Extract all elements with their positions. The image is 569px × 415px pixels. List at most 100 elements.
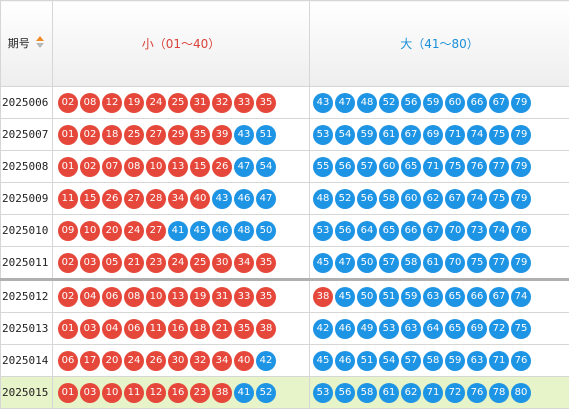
table-row: 2025009 11 15 26 27 28 34 40 43 46 47 48 52 56 58 60 62 6… (0, 182, 569, 215)
big-number-ball: 61 (379, 382, 399, 403)
big-number-ball: 56 (401, 92, 421, 113)
small-numbers-cell: 06 17 20 24 26 30 32 34 40 42 (52, 344, 310, 377)
period-cell: 2025010 (0, 214, 53, 247)
big-number-ball: 43 (234, 124, 254, 145)
big-number-ball: 75 (511, 318, 531, 339)
period-cell: 2025006 (0, 86, 53, 119)
big-number-ball: 64 (423, 318, 443, 339)
small-numbers-cell: 01 03 04 06 11 16 18 21 35 38 (52, 312, 310, 345)
small-number-ball: 35 (256, 286, 276, 307)
small-number-ball: 32 (190, 350, 210, 371)
big-number-ball: 54 (379, 350, 399, 371)
table-row: 2025012 02 04 06 08 10 13 19 31 33 35 38 45 50 51 59 63 6… (0, 278, 569, 313)
table-row: 2025007 01 02 18 25 27 29 35 39 43 51 53 54 59 61 67 69 7… (0, 118, 569, 151)
small-number-ball: 07 (102, 156, 122, 177)
big-numbers-cell: 53 56 64 65 66 67 70 73 74 76 (309, 214, 569, 247)
big-number-ball: 63 (467, 350, 487, 371)
small-number-ball: 29 (168, 124, 188, 145)
small-number-ball: 10 (146, 286, 166, 307)
small-number-ball: 02 (58, 92, 78, 113)
big-number-ball: 71 (423, 156, 443, 177)
big-number-ball: 66 (401, 220, 421, 241)
big-number-ball: 71 (423, 382, 443, 403)
small-number-ball: 12 (102, 92, 122, 113)
small-number-ball: 04 (80, 286, 100, 307)
big-number-ball: 45 (335, 286, 355, 307)
big-number-ball: 42 (313, 318, 333, 339)
big-number-ball: 51 (357, 350, 377, 371)
small-numbers-cell: 01 02 07 08 10 13 15 26 47 54 (52, 150, 310, 183)
big-number-ball: 67 (489, 92, 509, 113)
big-number-ball: 41 (168, 220, 188, 241)
big-number-ball: 79 (511, 156, 531, 177)
small-number-ball: 30 (168, 350, 188, 371)
big-number-ball: 67 (423, 220, 443, 241)
small-number-ball: 39 (212, 124, 232, 145)
big-number-ball: 58 (379, 188, 399, 209)
big-number-ball: 71 (445, 124, 465, 145)
big-number-ball: 54 (256, 156, 276, 177)
big-number-ball: 66 (467, 92, 487, 113)
big-number-ball: 53 (379, 318, 399, 339)
small-numbers-cell: 01 03 10 11 12 16 23 38 41 52 (52, 376, 310, 409)
small-number-ball: 40 (190, 188, 210, 209)
small-number-ball: 17 (80, 350, 100, 371)
small-number-ball: 01 (58, 124, 78, 145)
big-number-ball: 75 (489, 124, 509, 145)
small-number-ball: 38 (256, 318, 276, 339)
small-number-ball: 03 (80, 318, 100, 339)
small-number-ball: 35 (256, 252, 276, 273)
big-number-ball: 77 (489, 252, 509, 273)
small-number-ball: 06 (102, 286, 122, 307)
big-number-ball: 52 (379, 92, 399, 113)
big-number-ball: 51 (256, 124, 276, 145)
small-number-ball: 19 (190, 286, 210, 307)
big-number-ball: 59 (423, 92, 443, 113)
big-number-ball: 79 (511, 92, 531, 113)
small-number-ball: 02 (58, 286, 78, 307)
table-row: 2025006 02 08 12 19 24 25 31 32 33 35 43 47 48 52 56 59 6… (0, 86, 569, 119)
big-number-ball: 60 (379, 156, 399, 177)
small-number-ball: 26 (146, 350, 166, 371)
big-number-ball: 61 (423, 252, 443, 273)
big-number-ball: 80 (511, 382, 531, 403)
big-number-ball: 79 (511, 188, 531, 209)
table-row: 2025013 01 03 04 06 11 16 18 21 35 38 42 46 49 53 63 64 6… (0, 312, 569, 345)
big-numbers-cell: 43 47 48 52 56 59 60 66 67 79 (309, 86, 569, 119)
small-number-ball: 32 (212, 92, 232, 113)
sort-arrows-icon[interactable] (35, 35, 45, 52)
period-cell: 2025009 (0, 182, 53, 215)
small-number-ball: 18 (102, 124, 122, 145)
small-number-ball: 26 (102, 188, 122, 209)
big-number-ball: 51 (379, 286, 399, 307)
big-number-ball: 70 (445, 252, 465, 273)
big-number-ball: 52 (335, 188, 355, 209)
small-number-ball: 30 (212, 252, 232, 273)
small-number-ball: 04 (102, 318, 122, 339)
big-number-ball: 74 (467, 124, 487, 145)
big-number-ball: 56 (335, 382, 355, 403)
small-number-ball: 09 (58, 220, 78, 241)
big-number-ball: 54 (335, 124, 355, 145)
big-number-ball: 65 (401, 156, 421, 177)
big-number-ball: 50 (256, 220, 276, 241)
table-row: 2025015 01 03 10 11 12 16 23 38 41 52 53 56 58 61 62 71 7… (0, 376, 569, 409)
small-number-ball: 34 (212, 350, 232, 371)
big-number-ball: 57 (401, 350, 421, 371)
period-column-header[interactable]: 期号 (0, 0, 53, 87)
small-number-ball: 10 (80, 220, 100, 241)
period-cell: 2025007 (0, 118, 53, 151)
small-number-ball: 31 (212, 286, 232, 307)
big-number-ball: 56 (357, 188, 377, 209)
small-number-ball: 16 (168, 318, 188, 339)
big-number-ball: 67 (401, 124, 421, 145)
big-number-ball: 58 (357, 382, 377, 403)
big-number-ball: 56 (335, 220, 355, 241)
big-number-ball: 65 (445, 286, 465, 307)
small-number-ball: 24 (124, 350, 144, 371)
big-number-ball: 50 (357, 252, 377, 273)
results-body: 2025006 02 08 12 19 24 25 31 32 33 35 43 47 48 52 56 59 6… (0, 86, 569, 409)
big-number-ball: 48 (357, 92, 377, 113)
small-numbers-cell: 02 03 05 21 23 24 25 30 34 35 (52, 246, 310, 280)
table-row: 2025008 01 02 07 08 10 13 15 26 47 54 55 56 57 60 65 71 7… (0, 150, 569, 183)
